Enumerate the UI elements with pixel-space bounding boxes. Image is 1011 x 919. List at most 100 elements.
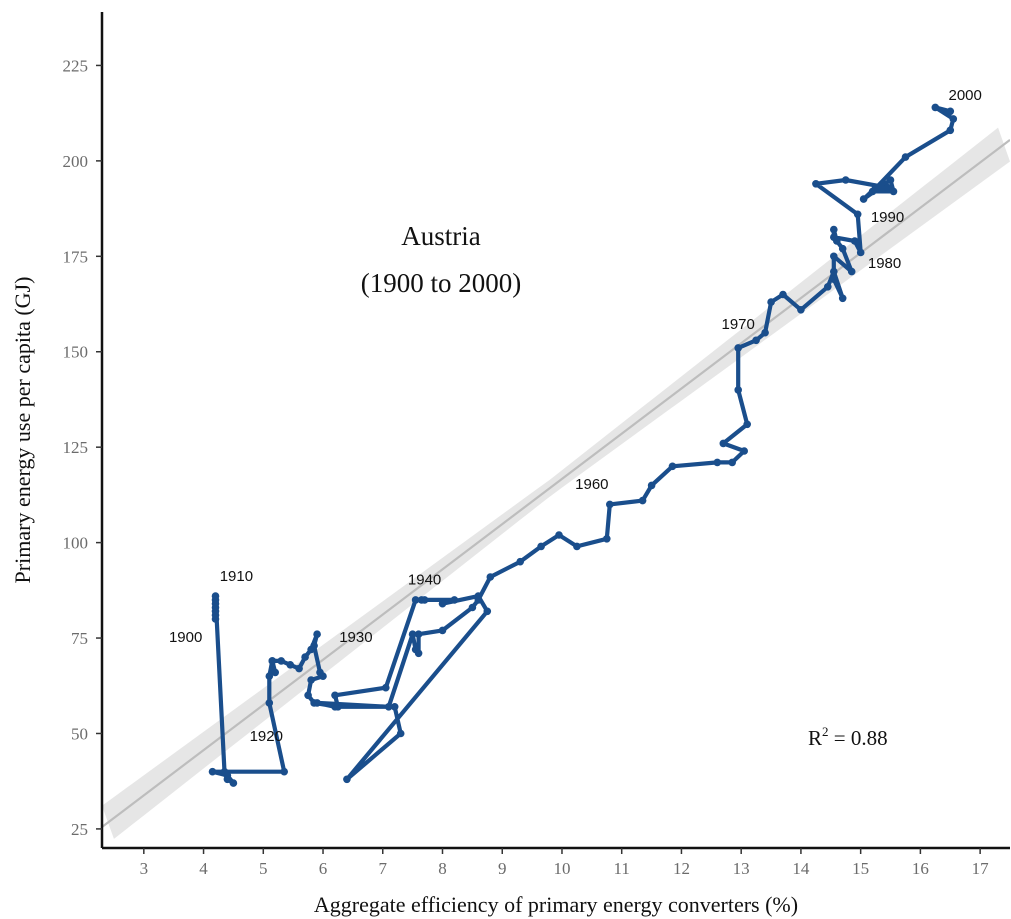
data-point bbox=[734, 386, 742, 394]
year-label: 1990 bbox=[871, 209, 904, 226]
x-tick-label: 3 bbox=[140, 859, 149, 878]
year-label: 1980 bbox=[868, 255, 901, 272]
data-point bbox=[331, 703, 339, 711]
data-point bbox=[438, 599, 447, 608]
x-tick-label: 8 bbox=[438, 859, 447, 878]
data-point bbox=[331, 691, 339, 700]
data-point bbox=[719, 439, 728, 448]
data-point bbox=[265, 699, 274, 707]
x-tick-label: 13 bbox=[733, 859, 750, 878]
series-line bbox=[210, 105, 956, 786]
y-tick-label: 50 bbox=[71, 724, 88, 743]
fit-line bbox=[102, 139, 1010, 828]
data-point bbox=[313, 630, 321, 638]
data-point bbox=[537, 542, 545, 551]
data-point bbox=[468, 603, 477, 612]
data-point bbox=[830, 267, 838, 276]
y-tick-label: 225 bbox=[63, 56, 89, 75]
y-axis-title: Primary energy use per capita (GJ) bbox=[10, 277, 35, 584]
data-point bbox=[668, 462, 677, 471]
data-point bbox=[486, 573, 495, 581]
y-tick-label: 150 bbox=[63, 343, 89, 362]
y-tick-label: 100 bbox=[63, 534, 89, 553]
fit-line-layer bbox=[102, 139, 1010, 828]
data-point bbox=[853, 210, 862, 219]
data-point bbox=[949, 115, 958, 123]
y-tick-label: 125 bbox=[63, 438, 89, 457]
data-point bbox=[208, 767, 217, 776]
year-label: 1900 bbox=[169, 629, 202, 646]
series-layer bbox=[208, 103, 958, 787]
data-point bbox=[841, 176, 850, 184]
data-point bbox=[268, 657, 277, 665]
y-tick-label: 75 bbox=[71, 629, 88, 648]
year-label: 1960 bbox=[575, 476, 608, 493]
chart-title: Austria bbox=[401, 221, 481, 251]
axes: 3 4 5 6 7 8 9 10 11 12 13 14 15 16 17 25 50 75 100 125 150 17… bbox=[63, 12, 1010, 878]
data-point bbox=[830, 233, 838, 241]
data-point bbox=[211, 592, 220, 600]
year-label: 2000 bbox=[949, 87, 982, 104]
data-point bbox=[414, 630, 423, 638]
r2-base: R bbox=[808, 726, 822, 750]
data-point bbox=[310, 641, 318, 650]
r2-value: = 0.88 bbox=[829, 726, 888, 750]
data-point bbox=[474, 596, 483, 604]
data-point bbox=[734, 344, 742, 352]
r2-annotation: R2 = 0.88 bbox=[808, 724, 888, 750]
data-point bbox=[638, 496, 647, 505]
data-point bbox=[883, 183, 892, 192]
data-point bbox=[307, 676, 315, 684]
data-point bbox=[812, 180, 820, 188]
data-point bbox=[390, 703, 399, 711]
data-point bbox=[573, 542, 581, 551]
x-tick-label: 6 bbox=[319, 859, 328, 878]
data-point bbox=[931, 103, 940, 112]
x-tick-label: 10 bbox=[553, 859, 570, 878]
year-label: 1920 bbox=[250, 728, 283, 745]
x-tick-label: 17 bbox=[972, 859, 990, 878]
x-tick-label: 4 bbox=[199, 859, 208, 878]
data-point bbox=[450, 596, 459, 604]
data-point bbox=[752, 336, 760, 345]
data-point bbox=[271, 668, 280, 677]
data-point bbox=[265, 672, 274, 680]
data-point bbox=[229, 779, 238, 787]
year-label: 1930 bbox=[339, 629, 372, 646]
x-tick-label: 16 bbox=[912, 859, 929, 878]
data-point bbox=[886, 176, 895, 184]
x-tick-label: 14 bbox=[792, 859, 810, 878]
data-point bbox=[838, 294, 847, 303]
data-point bbox=[313, 699, 321, 707]
chart-subtitle: (1900 to 2000) bbox=[361, 268, 521, 298]
data-point bbox=[824, 283, 832, 291]
data-point bbox=[411, 596, 420, 604]
data-point bbox=[603, 535, 611, 543]
x-tick-label: 15 bbox=[852, 859, 869, 878]
data-point bbox=[555, 531, 563, 539]
r2-exponent: 2 bbox=[822, 724, 829, 739]
data-point bbox=[830, 225, 838, 234]
data-point bbox=[277, 657, 286, 665]
x-axis-title: Aggregate efficiency of primary energy c… bbox=[314, 892, 798, 917]
data-point bbox=[483, 607, 492, 616]
data-point bbox=[223, 771, 232, 780]
data-point bbox=[728, 458, 736, 467]
year-label: 1970 bbox=[722, 316, 755, 333]
data-point bbox=[838, 244, 847, 253]
data-point bbox=[396, 729, 405, 738]
x-tick-label: 12 bbox=[673, 859, 690, 878]
data-point bbox=[382, 683, 390, 692]
x-tick-label: 7 bbox=[379, 859, 388, 878]
y-tick-label: 200 bbox=[63, 152, 89, 171]
data-point bbox=[713, 458, 722, 467]
data-point bbox=[850, 237, 859, 245]
data-point bbox=[767, 298, 775, 306]
year-label-layer: 1900 1910 1920 1930 1940 1960 1970 1980 1990 2000 bbox=[169, 87, 982, 745]
data-point bbox=[414, 649, 423, 658]
data-point bbox=[319, 672, 327, 680]
data-point bbox=[301, 653, 309, 661]
year-label: 1910 bbox=[220, 568, 253, 585]
data-point bbox=[830, 275, 838, 284]
